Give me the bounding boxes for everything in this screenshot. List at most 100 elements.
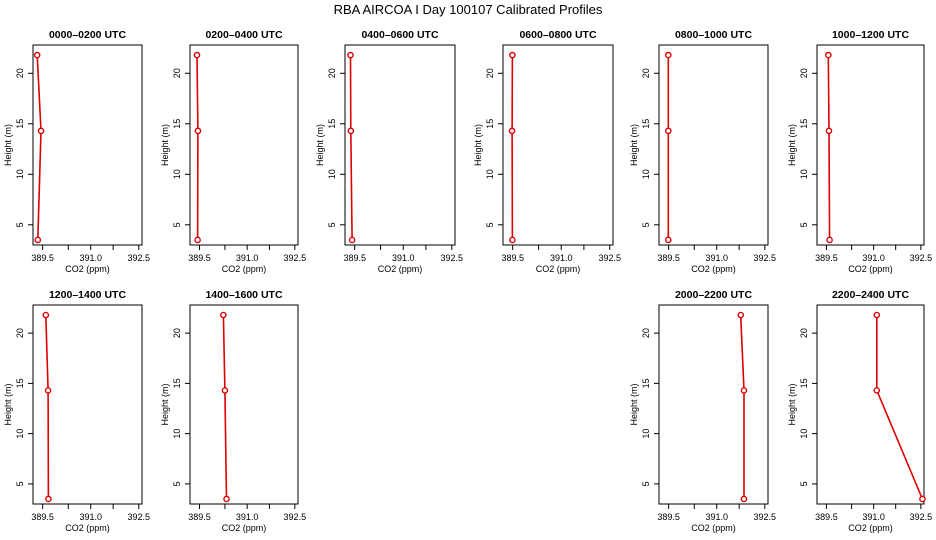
profile-line xyxy=(875,315,924,500)
y-axis-label: Height (m) xyxy=(3,383,13,425)
y-tick-label: 10 xyxy=(172,429,182,439)
plot-frame xyxy=(32,44,143,246)
profile-point xyxy=(223,495,230,503)
profile-line xyxy=(222,315,228,500)
y-tick-label: 10 xyxy=(799,429,809,439)
x-tick-label: 391.0 xyxy=(79,253,102,263)
x-tick-label: 389.5 xyxy=(188,512,211,522)
panel-title: 0600–0800 UTC xyxy=(519,29,596,41)
y-axis-label: Height (m) xyxy=(473,124,483,166)
profile-panel: 1400–1600 UTC 389.5 391.0 392.5 5 10 15 20 CO2 (… xyxy=(160,289,306,533)
profile-point xyxy=(919,495,926,503)
y-axis-label: Height (m) xyxy=(315,124,325,166)
y-tick-label: 20 xyxy=(327,68,337,78)
x-tick-label: 392.5 xyxy=(754,512,777,522)
profile-point xyxy=(740,387,748,394)
profile-point xyxy=(873,311,881,319)
y-axis-label: Height (m) xyxy=(787,124,797,166)
x-tick-label: 391.0 xyxy=(236,253,259,263)
y-tick-label: 20 xyxy=(172,328,182,338)
profile-point xyxy=(194,236,201,244)
panel-title: 2200–2400 UTC xyxy=(832,289,909,301)
profile-point xyxy=(34,236,42,244)
plot-frame xyxy=(189,304,299,505)
profile-point xyxy=(348,236,356,244)
panel-title: 0200–0400 UTC xyxy=(205,29,282,41)
panel-title: 1200–1400 UTC xyxy=(49,289,126,301)
profile-line xyxy=(349,55,353,240)
y-tick-label: 20 xyxy=(799,328,809,338)
profile-point xyxy=(221,387,229,394)
y-tick-label: 15 xyxy=(799,119,809,129)
plot-frame xyxy=(816,304,925,505)
y-axis-label: Height (m) xyxy=(629,124,639,166)
y-tick-label: 5 xyxy=(641,481,651,486)
y-tick-label: 10 xyxy=(172,169,182,179)
profile-point xyxy=(508,127,516,135)
x-tick-label: 389.5 xyxy=(343,253,366,263)
x-axis-label: CO2 (ppm) xyxy=(691,523,736,533)
x-tick-label: 389.5 xyxy=(657,512,680,522)
x-tick-label: 389.5 xyxy=(31,512,54,522)
profile-point xyxy=(193,51,201,59)
plot-frame xyxy=(658,304,769,505)
profile-point xyxy=(873,387,881,394)
profile-panel: 0200–0400 UTC 389.5 391.0 392.5 5 10 15 20 CO2 (… xyxy=(160,29,306,274)
x-tick-label: 391.0 xyxy=(705,512,728,522)
panel-title: 0400–0600 UTC xyxy=(361,29,438,41)
y-tick-label: 10 xyxy=(799,169,809,179)
y-tick-label: 5 xyxy=(799,481,809,486)
y-tick-label: 15 xyxy=(485,119,495,129)
profile-point xyxy=(347,127,355,135)
x-axis-label: CO2 (ppm) xyxy=(222,264,267,274)
y-tick-label: 5 xyxy=(327,222,337,227)
y-axis-label: Height (m) xyxy=(787,383,797,425)
profile-point xyxy=(194,127,202,135)
y-tick-label: 20 xyxy=(172,68,182,78)
profile-panel: 2000–2200 UTC 389.5 391.0 392.5 5 10 15 20 CO2 (… xyxy=(629,289,776,533)
profile-point xyxy=(509,236,516,244)
x-tick-label: 391.0 xyxy=(862,512,885,522)
profile-panel: 0800–1000 UTC 389.5 391.0 392.5 5 10 15 20 CO2 (… xyxy=(629,29,776,274)
profile-line xyxy=(196,55,199,240)
profile-panel: 1200–1400 UTC 389.5 391.0 392.5 5 10 15 20 CO2 (… xyxy=(3,289,150,533)
profile-panel: 0000–0200 UTC 389.5 391.0 392.5 5 10 15 20 CO2 (… xyxy=(3,29,150,274)
profile-point xyxy=(664,236,672,244)
profile-point xyxy=(825,51,832,59)
x-tick-label: 389.5 xyxy=(657,253,680,263)
y-tick-label: 5 xyxy=(641,222,651,227)
plot-frame xyxy=(189,44,299,246)
y-tick-label: 15 xyxy=(172,119,182,129)
x-tick-label: 392.5 xyxy=(284,512,307,522)
profile-point xyxy=(664,51,672,59)
profile-point xyxy=(664,127,672,135)
panel-title: 1400–1600 UTC xyxy=(205,289,282,301)
y-tick-label: 20 xyxy=(15,328,25,338)
x-tick-label: 392.5 xyxy=(440,253,463,263)
x-tick-label: 392.5 xyxy=(754,253,777,263)
x-tick-label: 389.5 xyxy=(501,253,524,263)
x-axis-label: CO2 (ppm) xyxy=(222,523,267,533)
plot-frame xyxy=(816,44,925,246)
x-tick-label: 392.5 xyxy=(910,512,933,522)
x-tick-label: 389.5 xyxy=(815,253,838,263)
y-tick-label: 10 xyxy=(485,169,495,179)
y-tick-label: 10 xyxy=(15,429,25,439)
x-tick-label: 389.5 xyxy=(815,512,838,522)
profile-panel: 0400–0600 UTC 389.5 391.0 392.5 5 10 15 20 CO2 (… xyxy=(315,29,463,274)
profile-line xyxy=(36,55,42,240)
y-tick-label: 15 xyxy=(327,119,337,129)
panel-title: 1000–1200 UTC xyxy=(832,29,909,41)
x-tick-label: 389.5 xyxy=(31,253,54,263)
y-tick-label: 20 xyxy=(485,68,495,78)
profile-point xyxy=(740,495,748,503)
x-tick-label: 392.5 xyxy=(128,253,151,263)
y-tick-label: 20 xyxy=(641,328,651,338)
y-tick-label: 15 xyxy=(641,378,651,388)
x-tick-label: 391.0 xyxy=(79,512,102,522)
y-tick-label: 15 xyxy=(799,378,809,388)
panel-title: 0800–1000 UTC xyxy=(675,29,752,41)
profile-point xyxy=(825,127,833,135)
plot-frame xyxy=(502,44,614,246)
panel-title: 0000–0200 UTC xyxy=(49,29,126,41)
